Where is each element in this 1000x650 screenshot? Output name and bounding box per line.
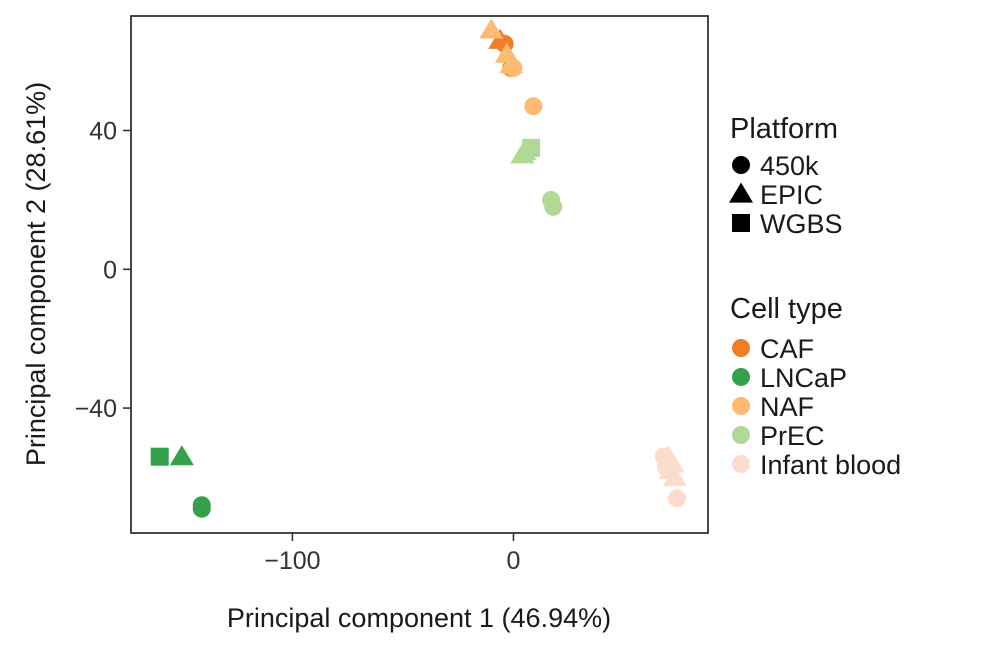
legend-color-swatch — [732, 368, 750, 386]
legend-platform-label: WGBS — [760, 209, 843, 239]
plot-panel — [130, 15, 709, 534]
legend-circle-icon — [732, 156, 750, 174]
legend-cell-type-label: Infant blood — [760, 450, 901, 480]
data-points — [150, 18, 687, 518]
data-point-infant-blood-circle — [668, 489, 687, 508]
data-point-infant-blood-circle — [656, 458, 675, 477]
legend-platform-label: 450k — [760, 151, 819, 181]
legend-platform-title: Platform — [730, 113, 838, 145]
legend-cell-type-label: NAF — [760, 392, 814, 422]
legend-color-swatch — [732, 397, 750, 415]
legend-cell-type-label: LNCaP — [760, 363, 847, 393]
x-axis-title: Principal component 1 (46.94%) — [227, 603, 611, 633]
y-tick-label: 0 — [103, 256, 117, 284]
legend-cell-type-label: CAF — [760, 334, 814, 364]
data-point-lncap-triangle — [169, 445, 194, 466]
data-point-lncap-square — [150, 447, 169, 466]
y-axis-title: Principal component 2 (28.61%) — [21, 82, 51, 466]
y-axis: −40 0 40 — [75, 118, 131, 423]
data-point-naf-triangle — [479, 18, 504, 39]
data-point-naf-circle — [524, 97, 543, 116]
x-tick-label: 0 — [507, 547, 521, 575]
x-axis: −100 0 — [264, 533, 520, 575]
legend-color-swatch — [732, 426, 750, 444]
y-tick-label: −40 — [75, 395, 117, 423]
x-tick-label: −100 — [264, 547, 320, 575]
data-point-lncap-circle — [192, 499, 211, 518]
legend-color-swatch — [732, 339, 750, 357]
legend-color-swatch — [732, 455, 750, 473]
legend-cell-type-title: Cell type — [730, 293, 843, 325]
legend-triangle-icon — [729, 182, 753, 203]
data-point-prec-triangle — [510, 143, 535, 164]
legend-platform-label: EPIC — [760, 180, 823, 210]
data-point-infant-blood-triangle — [662, 465, 687, 487]
y-tick-label: 40 — [89, 118, 117, 146]
data-point-naf-circle — [504, 59, 523, 78]
legend-square-icon — [732, 214, 750, 232]
data-point-prec-circle — [544, 197, 563, 216]
legend-cell-type-label: PrEC — [760, 421, 825, 451]
